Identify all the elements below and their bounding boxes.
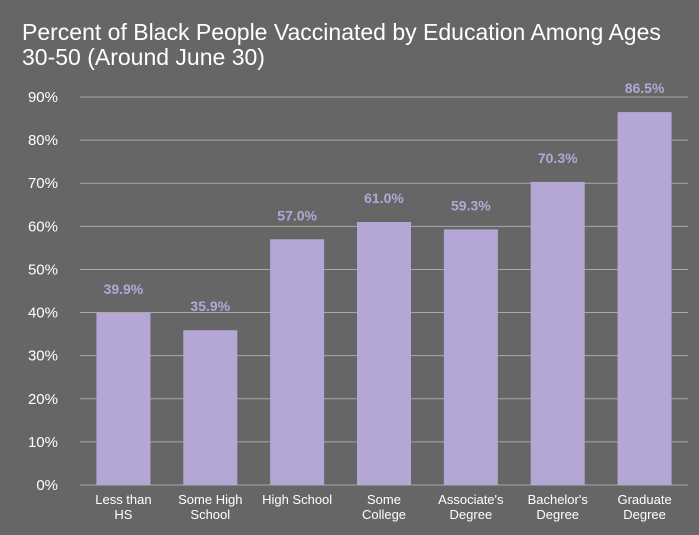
x-tick-label: Associate's Degree [438, 492, 504, 522]
y-tick-label: 30% [28, 348, 58, 365]
bar [443, 229, 498, 485]
x-tick-label: High School [262, 492, 332, 507]
bar [617, 112, 672, 485]
x-tick-label: Some High School [178, 492, 242, 522]
data-label: 61.0% [364, 190, 404, 206]
y-tick-label: 70% [28, 175, 58, 192]
y-tick-label: 40% [28, 305, 58, 322]
x-tick-label: Bachelor's Degree [528, 492, 589, 522]
bar [96, 312, 151, 485]
y-tick-label: 10% [28, 434, 58, 451]
y-tick-label: 90% [28, 89, 58, 106]
y-tick-label: 20% [28, 391, 58, 408]
y-tick-label: 0% [36, 477, 58, 494]
bar [530, 181, 585, 485]
y-tick-label: 50% [28, 261, 58, 278]
bar [357, 222, 411, 485]
x-tick-label: Graduate Degree [617, 492, 671, 522]
data-label: 57.0% [277, 207, 317, 223]
data-label: 59.3% [451, 197, 491, 213]
x-tick-label: Less than HS [95, 492, 151, 522]
data-label: 35.9% [190, 298, 230, 314]
x-tick-label: Some College [362, 492, 406, 522]
data-label: 39.9% [104, 281, 144, 297]
data-label: 86.5% [625, 80, 665, 96]
y-tick-label: 60% [28, 218, 58, 235]
data-label: 70.3% [538, 150, 578, 166]
bar [270, 239, 325, 485]
y-tick-label: 80% [28, 132, 58, 149]
chart-title: Percent of Black People Vaccinated by Ed… [22, 19, 661, 70]
bar [183, 330, 238, 485]
